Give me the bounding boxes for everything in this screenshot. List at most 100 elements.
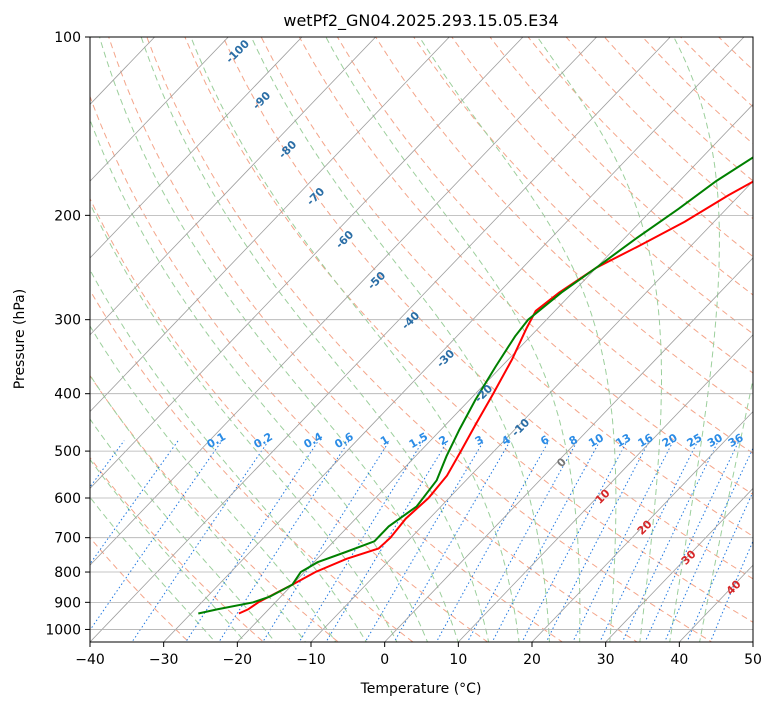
moist-adiabat [90, 269, 367, 642]
y-tick-label: 1000 [45, 622, 81, 638]
isotherm [163, 37, 745, 642]
isotherm [384, 257, 753, 642]
mixing-ratio-line [644, 440, 740, 642]
mixing-ratio-label: 30 [705, 431, 725, 450]
moist-adiabat [90, 418, 276, 642]
dry-adiabat [90, 95, 564, 642]
mixing-ratio-line [218, 440, 350, 642]
mixing-ratio-line [364, 440, 485, 642]
dry-adiabat [90, 197, 489, 642]
isotherms [90, 37, 753, 642]
x-tick-label: 20 [523, 652, 541, 668]
isotherm [457, 334, 753, 642]
mixing-ratio-line [262, 440, 391, 642]
x-tick-label: 40 [670, 652, 688, 668]
x-tick-label: 30 [597, 652, 615, 668]
isotherm [531, 411, 753, 642]
y-tick-label: 300 [54, 313, 81, 329]
dry-adiabat [451, 37, 753, 335]
moist-adiabat [699, 377, 753, 642]
mixing-ratio-line [686, 490, 753, 642]
isotherm [752, 641, 753, 642]
mixing-ratio-label: 1.5 [407, 430, 430, 451]
y-tick-label: 200 [54, 208, 81, 224]
mixing-ratio-lines [90, 440, 753, 642]
x-tick-label: −20 [223, 652, 253, 668]
dry-adiabat [718, 37, 753, 71]
mixing-ratio-line [90, 440, 179, 565]
mixing-ratio-label: 16 [636, 431, 656, 450]
y-tick-label: 500 [54, 444, 81, 460]
moist-adiabat [190, 37, 520, 642]
mixing-ratio-label: 0.1 [205, 430, 228, 451]
moist-adiabat [98, 37, 459, 642]
mixing-ratio-line [664, 447, 753, 642]
dry-adiabat-label: -100 [223, 37, 252, 66]
x-tick-label: −30 [149, 652, 179, 668]
x-tick-label: −10 [296, 652, 326, 668]
moist-adiabats [90, 37, 753, 642]
moist-adiabat [669, 37, 720, 642]
moist-adiabat [90, 325, 337, 642]
temperature-line [238, 180, 753, 615]
mixing-ratio-line [131, 440, 270, 642]
moist-adiabat [90, 118, 429, 642]
dry-adiabat-label: -50 [365, 269, 388, 292]
moist-adiabat [325, 37, 581, 642]
isotherm [90, 37, 598, 566]
mixing-ratio-line [545, 440, 650, 642]
dry-adiabat-label: -90 [250, 89, 273, 112]
mixing-ratio-line [599, 440, 699, 642]
x-tick-label: 50 [744, 652, 762, 668]
mixing-ratio-line [709, 539, 753, 642]
dewpoint-line [198, 156, 753, 615]
isotherm [236, 103, 753, 642]
mixing-ratio-line [466, 440, 579, 642]
mixing-ratio-line [491, 440, 601, 642]
isotherm [90, 37, 229, 182]
moist-adiabat [90, 496, 216, 642]
dry-adiabat-label: -30 [434, 347, 457, 370]
moist-adiabat [250, 37, 550, 642]
mixing-ratio-line [521, 440, 628, 642]
isotherm [605, 487, 753, 642]
dry-adiabat [146, 37, 713, 642]
mixing-ratio-line [572, 440, 674, 642]
mixing-ratio-label: 0.2 [252, 430, 275, 451]
mixing-ratio-label: 36 [726, 431, 746, 450]
dry-adiabat [336, 37, 753, 454]
mixing-ratio-label: 0.6 [332, 430, 356, 451]
isotherm [90, 37, 377, 336]
isotherm [90, 37, 524, 489]
moist-adiabat [90, 458, 246, 642]
dry-adiabat [260, 37, 753, 537]
plot-area: -100-90-80-70-60-50-40-30-20-100.1 0.2 0.4… [90, 37, 753, 642]
y-axis: 100 200 300 400 500 600 700 800 900 1000 [45, 30, 90, 638]
y-tick-label: 900 [54, 595, 81, 611]
isotherm [90, 37, 671, 642]
moist-adiabat [90, 374, 307, 642]
dry-adiabat [489, 37, 753, 296]
dry-adiabat [222, 37, 753, 580]
mixing-ratio-label: 1 [378, 433, 391, 448]
mixing-ratio-line [435, 440, 550, 642]
mixing-ratio-label: 13 [614, 431, 634, 450]
x-tick-label: −40 [75, 652, 105, 668]
mixing-ratio-label: 3 [473, 433, 486, 448]
y-tick-label: 600 [54, 491, 81, 507]
moist-adiabat-label: 40 [724, 577, 744, 597]
mixing-ratio-line [90, 440, 223, 631]
mixing-ratio-label: 0.4 [302, 430, 326, 451]
mixing-ratio-line [621, 440, 719, 642]
dry-adiabat [413, 37, 753, 374]
y-tick-label: 400 [54, 387, 81, 403]
dry-adiabat-label: -70 [304, 185, 327, 208]
dry-adiabat [90, 536, 190, 642]
x-tick-label: 0 [380, 652, 389, 668]
y-tick-label: 700 [54, 531, 81, 547]
isotherm [310, 180, 753, 642]
mixing-ratio-label: 6 [538, 433, 551, 448]
moist-adiabat [536, 37, 662, 642]
profile-lines [198, 156, 753, 615]
